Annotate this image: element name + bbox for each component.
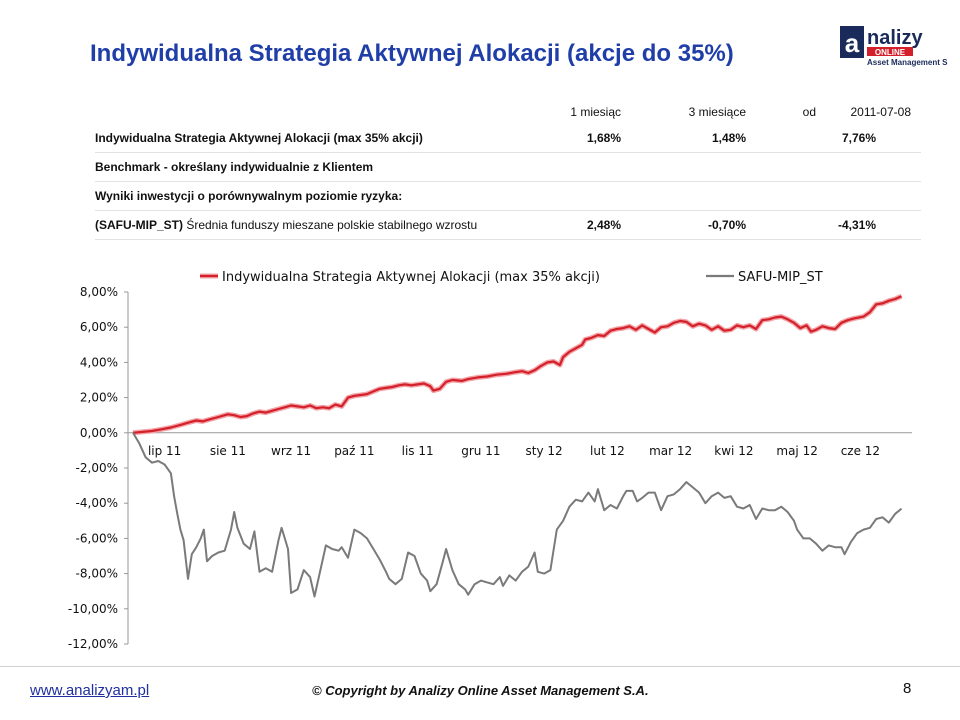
- logo-mark-letter: a: [845, 28, 860, 58]
- y-tick-label: 6,00%: [80, 320, 118, 334]
- logo-online-bar: [867, 47, 913, 56]
- legend-label: Indywidualna Strategia Aktywnej Alokacji…: [222, 270, 600, 285]
- x-tick-label: sty 12: [526, 444, 563, 458]
- y-tick-label: 0,00%: [80, 426, 118, 440]
- row-label: Indywidualna Strategia Aktywnej Alokacji…: [95, 131, 423, 145]
- y-tick-label: 8,00%: [80, 285, 118, 299]
- x-tick-label: cze 12: [841, 444, 880, 458]
- header-since-date: 2011-07-08: [850, 105, 912, 119]
- series-safu-line: [132, 432, 903, 598]
- header-since-prefix: od: [802, 105, 816, 119]
- row-label: Benchmark - określany indywidualnie z Kl…: [95, 160, 374, 174]
- row-value-since: 7,76%: [841, 131, 876, 145]
- row-label: (SAFU-MIP_ST) Średnia funduszy mieszane …: [95, 218, 477, 232]
- series-strategy-line: [132, 295, 902, 434]
- footer-website-link[interactable]: www.analizyam.pl: [30, 682, 150, 699]
- footer-divider: [0, 666, 960, 667]
- table-row: Indywidualna Strategia Aktywnej Alokacji…: [95, 124, 921, 153]
- y-tick-label: -8,00%: [76, 567, 118, 581]
- legend-label: SAFU-MIP_ST: [738, 270, 823, 285]
- x-tick-label: sie 11: [210, 444, 246, 458]
- logo-subtitle: Asset Management S.A.: [867, 58, 948, 67]
- x-tick-label: maj 12: [776, 444, 817, 458]
- row-label: Wyniki inwestycji o porównywalnym poziom…: [95, 189, 403, 203]
- analizy-logo: a nalizy ONLINE Asset Management S.A.: [840, 26, 948, 67]
- row-label-code: (SAFU-MIP_ST): [95, 218, 183, 232]
- x-tick-label: lis 11: [402, 444, 434, 458]
- header-3-months: 3 miesiące: [688, 105, 746, 119]
- series-group: [132, 293, 903, 598]
- y-tick-label: 4,00%: [80, 355, 118, 369]
- x-tick-label: mar 12: [649, 444, 692, 458]
- x-tick-label: wrz 11: [271, 444, 311, 458]
- row-value-3m: 1,48%: [711, 131, 746, 145]
- header-1-month: 1 miesiąc: [570, 105, 621, 119]
- y-tick-label: -2,00%: [76, 461, 118, 475]
- y-tick-label: -10,00%: [68, 602, 118, 616]
- x-tick-label: lip 11: [148, 444, 181, 458]
- row-value-since: -4,31%: [837, 218, 876, 232]
- logo-mark-box: [840, 26, 864, 58]
- performance-line-chart: 8,00% 6,00% 4,00% 2,00% 0,00% -2,00% -4,00% -6,…: [68, 270, 912, 651]
- table-row: (SAFU-MIP_ST) Średnia funduszy mieszane …: [95, 211, 921, 240]
- x-tick-label: lut 12: [590, 444, 625, 458]
- table-row: Wyniki inwestycji o porównywalnym poziom…: [95, 182, 921, 211]
- y-axis: 8,00% 6,00% 4,00% 2,00% 0,00% -2,00% -4,00% -6,…: [68, 285, 129, 651]
- x-tick-label: paź 11: [334, 444, 374, 458]
- series-strategy-halo: [132, 293, 903, 436]
- footer-copyright: © Copyright by Analizy Online Asset Mana…: [312, 683, 649, 698]
- logo-online-text: ONLINE: [875, 48, 906, 57]
- x-tick-label: kwi 12: [714, 444, 753, 458]
- x-axis: lip 11 sie 11 wrz 11 paź 11 lis 11 gru 11 sty …: [128, 432, 912, 458]
- table-header-row: 1 miesiąc 3 miesiące od 2011-07-08: [95, 98, 921, 124]
- x-tick-label: gru 11: [461, 444, 500, 458]
- row-label-desc: Średnia funduszy mieszane polskie stabil…: [183, 218, 478, 232]
- slide-title: Indywidualna Strategia Aktywnej Alokacji…: [90, 40, 734, 67]
- row-value-1m: 1,68%: [586, 131, 621, 145]
- page-number: 8: [903, 680, 912, 697]
- y-tick-label: 2,00%: [80, 391, 118, 405]
- performance-table: 1 miesiąc 3 miesiące od 2011-07-08 Indyw…: [95, 98, 921, 240]
- row-value-3m: -0,70%: [707, 218, 746, 232]
- y-tick-label: -4,00%: [76, 496, 118, 510]
- logo-word: nalizy: [867, 27, 923, 49]
- chart-legend: Indywidualna Strategia Aktywnej Alokacji…: [200, 270, 823, 285]
- row-value-1m: 2,48%: [586, 218, 621, 232]
- y-tick-label: -12,00%: [68, 637, 118, 651]
- y-tick-label: -6,00%: [76, 531, 118, 545]
- table-row: Benchmark - określany indywidualnie z Kl…: [95, 153, 921, 182]
